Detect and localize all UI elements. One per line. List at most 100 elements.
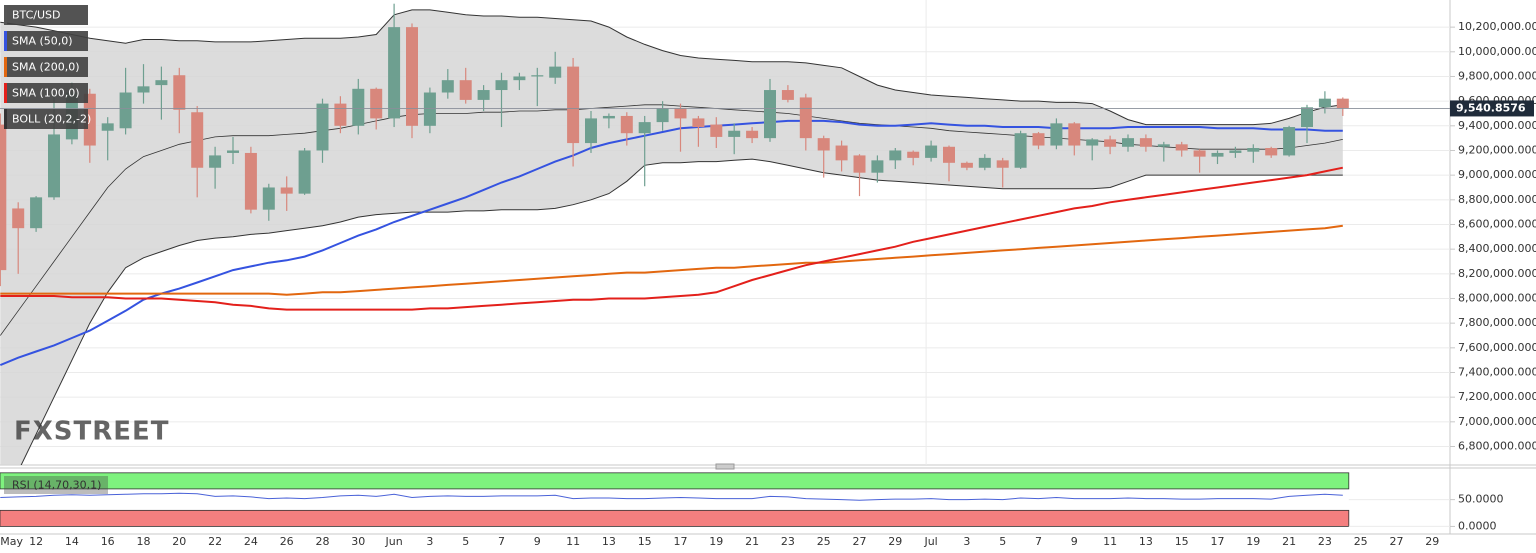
candle-body (227, 150, 239, 153)
candle-body (1247, 148, 1260, 152)
candle-body (1139, 138, 1152, 147)
candle-body (137, 86, 150, 93)
x-tick-label: 22 (208, 535, 222, 548)
x-tick-label: 21 (1282, 535, 1296, 548)
x-tick-label: 26 (280, 535, 294, 548)
legend-swatch (4, 5, 7, 25)
candle-body (907, 151, 920, 158)
y-tick-label: 10,000,000.0000 (1458, 45, 1536, 58)
candle-body (119, 92, 132, 129)
x-tick-label: 3 (426, 535, 433, 548)
x-tick-label: 9 (534, 535, 541, 548)
legend-box (4, 57, 88, 77)
candle-body (316, 103, 329, 151)
x-tick-label: 11 (1103, 535, 1117, 548)
candle-body (638, 122, 651, 134)
candle-body (549, 66, 562, 78)
main-plot: FXSTREET (0, 0, 1450, 465)
watermark: FXSTREET (14, 417, 170, 447)
candle-body (262, 187, 275, 210)
candle-body (1014, 133, 1027, 168)
candle-body (835, 145, 848, 161)
y-tick-label: 8,200,000.0000 (1458, 267, 1536, 280)
candle-body (620, 115, 633, 134)
x-tick-label: 5 (462, 535, 469, 548)
candle-body (30, 197, 43, 229)
legend-box (4, 31, 88, 51)
candle-body (1211, 152, 1224, 157)
candle-body (423, 92, 436, 126)
y-tick-label: 6,800,000.0000 (1458, 439, 1536, 452)
x-tick-label: 23 (781, 535, 795, 548)
candle-body (531, 75, 544, 77)
legend-box (4, 5, 88, 25)
candle-body (48, 134, 60, 198)
candle-body (943, 146, 955, 163)
x-tick-label: 25 (1354, 535, 1368, 548)
x-tick-label: May (0, 535, 23, 548)
candle-body (1050, 123, 1063, 146)
x-tick-label: 30 (351, 535, 365, 548)
candle-body (746, 130, 759, 139)
candle-body (280, 187, 293, 194)
candle-body (1193, 150, 1206, 157)
bollinger-band (0, 9, 1343, 465)
x-tick-label: 25 (817, 535, 831, 548)
candle-body (173, 75, 186, 110)
candle-body (585, 118, 597, 144)
legend-label: SMA (100,0) (12, 87, 80, 100)
candle-body (495, 80, 508, 91)
candle-body (978, 157, 991, 168)
candle-body (692, 118, 705, 128)
candle-body (191, 112, 204, 168)
candle-body (244, 152, 257, 210)
candle-body (853, 155, 866, 173)
y-tick-label: 10,200,000.0000 (1458, 20, 1536, 33)
y-tick-label: 7,400,000.0000 (1458, 365, 1536, 378)
candle-body (459, 80, 472, 100)
candle-body (1068, 123, 1081, 146)
x-tick-label: 16 (101, 535, 115, 548)
legend-swatch (4, 109, 7, 129)
candle-body (710, 124, 723, 137)
legend: BTC/USD SMA (50,0) SMA (200,0) SMA (100,0) B… (4, 5, 108, 494)
panel-resize-handle[interactable] (715, 463, 735, 470)
candle-body (1301, 107, 1313, 128)
rsi-zone (0, 472, 1350, 490)
legend-swatch (4, 83, 7, 103)
bollinger-middle (0, 104, 1343, 336)
candle-body (1157, 144, 1170, 147)
legend-label: SMA (200,0) (12, 61, 80, 74)
candle-body (513, 76, 526, 81)
y-tick-label: 8,600,000.0000 (1458, 217, 1536, 230)
rsi-zone (0, 509, 1350, 527)
rsi-line (0, 492, 1343, 501)
legend-label: RSI (14,70,30,1) (12, 479, 101, 492)
candle-body (1336, 98, 1349, 109)
y-tick-label: 9,400,000.0000 (1458, 119, 1536, 132)
legend-label: BTC/USD (12, 9, 61, 22)
last-price-box (1450, 100, 1534, 117)
legend-box (4, 109, 88, 129)
candle-body (83, 93, 96, 146)
candle-body (1229, 150, 1242, 153)
x-tick-label: 27 (853, 535, 867, 548)
candle-body (996, 160, 1009, 168)
x-tick-label: 15 (1175, 535, 1189, 548)
legend-swatch (4, 57, 7, 77)
bollinger-upper (0, 9, 1343, 126)
candle-body (1175, 144, 1188, 151)
candle-body (799, 97, 812, 139)
candle-body (602, 115, 615, 119)
y-tick-label: 9,800,000.0000 (1458, 69, 1536, 82)
candle-body (781, 90, 794, 100)
last-price-label: 9,540.8576 (1456, 101, 1526, 114)
legend-label: BOLL (20,2,-2) (12, 113, 91, 126)
bollinger-lower (20, 158, 1343, 465)
x-tick-label: 11 (566, 535, 580, 548)
candle-body (101, 123, 114, 131)
price-axis-bg (1450, 0, 1536, 553)
candle-body (0, 124, 7, 271)
candle-body (1318, 98, 1331, 108)
